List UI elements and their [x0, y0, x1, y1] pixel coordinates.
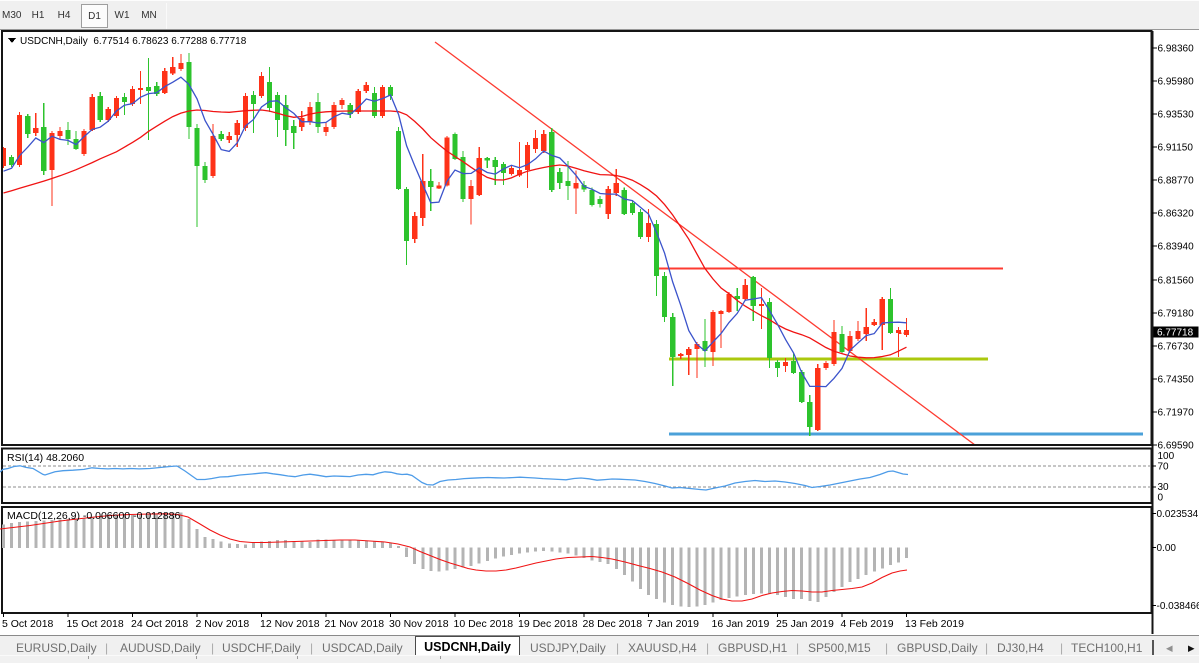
svg-text:6.77718: 6.77718: [1157, 328, 1194, 339]
svg-text:6.93530: 6.93530: [1158, 110, 1195, 121]
svg-text:6.74350: 6.74350: [1158, 375, 1195, 386]
svg-text:6.79180: 6.79180: [1158, 309, 1195, 320]
svg-text:19 Dec 2018: 19 Dec 2018: [518, 618, 578, 630]
svg-text:100: 100: [1158, 451, 1175, 462]
svg-text:24 Oct 2018: 24 Oct 2018: [131, 618, 188, 630]
svg-text:70: 70: [1158, 462, 1170, 473]
svg-text:RSI(14) 48.2060: RSI(14) 48.2060: [7, 452, 84, 464]
svg-text:USDCNH,Daily 6.77514 6.78623: USDCNH,Daily 6.77514 6.78623 6.77288 6.7…: [20, 36, 247, 47]
svg-text:MACD(12,26,9) -0.006600 -0.012: MACD(12,26,9) -0.006600 -0.012886: [7, 510, 181, 522]
svg-text:4 Feb 2019: 4 Feb 2019: [841, 618, 894, 630]
svg-text:6.83940: 6.83940: [1158, 242, 1195, 253]
svg-text:13 Feb 2019: 13 Feb 2019: [905, 618, 964, 630]
svg-text:6.88770: 6.88770: [1158, 176, 1195, 187]
svg-text:-0.038466: -0.038466: [1157, 601, 1199, 612]
svg-text:21 Nov 2018: 21 Nov 2018: [325, 618, 385, 630]
svg-text:25 Jan 2019: 25 Jan 2019: [776, 618, 834, 630]
svg-text:30: 30: [1158, 482, 1170, 493]
svg-text:12 Nov 2018: 12 Nov 2018: [260, 618, 320, 630]
svg-text:16 Jan 2019: 16 Jan 2019: [712, 618, 770, 630]
svg-text:6.76730: 6.76730: [1158, 342, 1195, 353]
svg-text:6.86320: 6.86320: [1158, 209, 1195, 220]
svg-text:0.023534: 0.023534: [1157, 509, 1199, 520]
svg-text:7 Jan 2019: 7 Jan 2019: [647, 618, 699, 630]
svg-text:0.00: 0.00: [1157, 543, 1177, 554]
svg-text:28 Dec 2018: 28 Dec 2018: [583, 618, 643, 630]
svg-text:6.81560: 6.81560: [1158, 276, 1195, 287]
svg-text:0: 0: [1158, 493, 1164, 504]
svg-text:6.98360: 6.98360: [1158, 44, 1195, 55]
svg-text:6.91150: 6.91150: [1158, 143, 1194, 154]
svg-text:30 Nov 2018: 30 Nov 2018: [389, 618, 449, 630]
svg-text:5 Oct 2018: 5 Oct 2018: [2, 618, 54, 630]
svg-text:15 Oct 2018: 15 Oct 2018: [67, 618, 124, 630]
svg-text:6.95980: 6.95980: [1158, 77, 1195, 88]
svg-text:10 Dec 2018: 10 Dec 2018: [454, 618, 514, 630]
svg-text:2 Nov 2018: 2 Nov 2018: [196, 618, 250, 630]
svg-text:6.71970: 6.71970: [1158, 408, 1195, 419]
svg-text:6.69590: 6.69590: [1158, 441, 1195, 452]
